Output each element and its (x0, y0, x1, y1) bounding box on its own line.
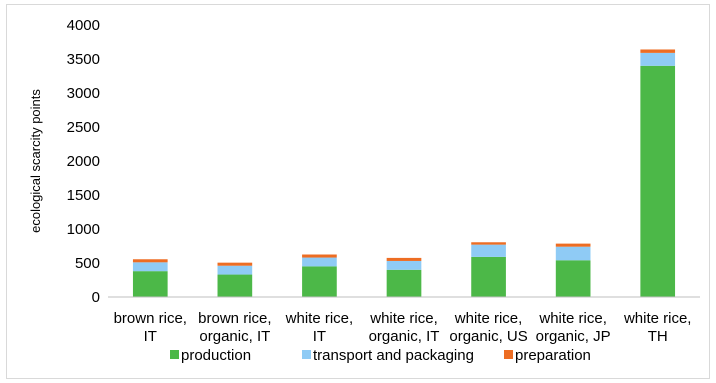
legend-swatch (302, 350, 311, 359)
y-tick-label: 1000 (67, 221, 100, 238)
y-tick-label: 3000 (67, 85, 100, 102)
bars (132, 49, 676, 297)
x-category-label: brown rice, organic, IT (198, 310, 271, 345)
bar-segment-preparation (640, 49, 676, 53)
bar-segment-transport-and-packaging (132, 262, 168, 272)
y-tick-label: 2500 (67, 119, 100, 136)
y-tick-label: 500 (75, 255, 100, 272)
bar-segment-preparation (217, 262, 253, 266)
x-category-label: white rice, IT (285, 310, 354, 345)
bar-segment-production (555, 260, 591, 297)
x-axis-labels: brown rice, IT brown rice, organic, IT white… (114, 310, 692, 345)
y-tick-label: 3500 (67, 51, 100, 68)
y-axis-ticks: 0 500 1000 1500 2000 2500 3000 3500 4000 (67, 17, 100, 306)
bar-segment-production (640, 65, 676, 297)
x-category-label: white rice, TH (623, 310, 692, 345)
chart-frame (6, 4, 710, 379)
y-tick-label: 1500 (67, 187, 100, 204)
bar-segment-preparation (471, 242, 506, 245)
bar-segment-transport-and-packaging (386, 260, 422, 270)
legend-swatch (170, 350, 179, 359)
bar-segment-production (386, 269, 422, 297)
legend: production transport and packaging prepara… (170, 347, 591, 364)
bar-segment-transport-and-packaging (217, 265, 253, 275)
y-tick-label: 0 (92, 289, 100, 306)
x-category-label: white rice, organic, IT (369, 310, 440, 345)
bar-segment-production (217, 274, 253, 297)
bar-segment-preparation (386, 257, 422, 261)
y-tick-label: 2000 (67, 153, 100, 170)
bar-segment-transport-and-packaging (555, 246, 591, 261)
bar-segment-production (471, 256, 506, 297)
x-category-label: white rice, organic, JP (536, 310, 611, 345)
y-axis-title: ecological scarcity points (28, 89, 43, 233)
legend-label: preparation (515, 347, 591, 364)
legend-swatch (504, 350, 513, 359)
bar-segment-preparation (555, 243, 591, 247)
y-tick-label: 4000 (67, 17, 100, 34)
x-category-label: white rice, organic, US (449, 310, 527, 345)
legend-label: transport and packaging (313, 347, 474, 364)
bar-segment-production (132, 271, 168, 297)
x-category-label: brown rice, IT (114, 310, 187, 345)
bar-segment-preparation (132, 259, 168, 263)
bar-segment-preparation (302, 254, 337, 258)
bar-segment-transport-and-packaging (302, 257, 337, 267)
legend-label: production (181, 347, 251, 364)
bar-segment-transport-and-packaging (640, 52, 676, 66)
bar-segment-production (302, 266, 337, 297)
bar-segment-transport-and-packaging (471, 244, 506, 257)
